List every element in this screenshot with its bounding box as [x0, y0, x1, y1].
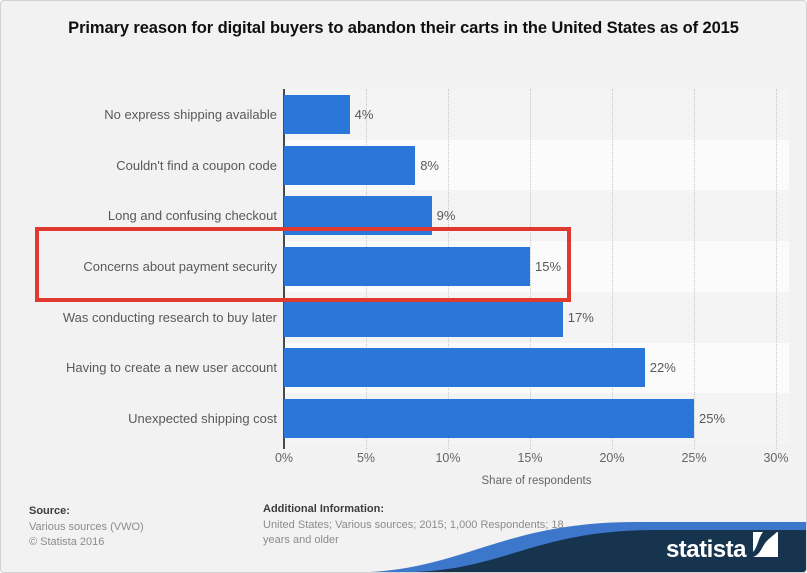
value-label: 17% — [567, 309, 594, 325]
source-label: Source: — [29, 505, 70, 517]
banner-navy-area — [414, 530, 806, 572]
chart-title: Primary reason for digital buyers to aba… — [68, 19, 739, 37]
value-label: 4% — [354, 106, 374, 122]
value-label: 22% — [649, 360, 676, 376]
copyright-line: © Statista 2016 — [29, 536, 105, 548]
bar — [284, 348, 645, 388]
source-line: Various sources (VWO) — [29, 520, 144, 533]
bar — [284, 145, 416, 185]
x-tick-label: 15% — [517, 451, 543, 465]
category-label: Unexpected shipping cost — [128, 411, 277, 427]
category-label: Having to create a new user account — [65, 360, 277, 376]
bar — [284, 247, 530, 286]
bar — [284, 94, 350, 134]
additional-info-text: United States; Various sources; 2015; 1,… — [263, 518, 564, 547]
category-label: Was conducting research to buy later — [62, 309, 277, 325]
statista-logo-icon — [753, 532, 778, 557]
additional-info-block: Additional Information: United States; V… — [263, 502, 593, 549]
value-label: 9% — [436, 208, 456, 224]
bar — [284, 297, 563, 337]
x-tick-label: 30% — [763, 451, 789, 465]
x-tick-label: 25% — [681, 451, 707, 465]
additional-info-label: Additional Information: — [263, 503, 384, 515]
value-label: 15% — [535, 258, 562, 274]
category-label: Concerns about payment security — [83, 258, 277, 274]
x-tick-label: 10% — [435, 451, 461, 465]
grid-line — [776, 89, 777, 449]
row-band — [284, 89, 789, 140]
grid-line — [530, 89, 531, 449]
grid-line — [612, 89, 613, 449]
x-tick-label: 20% — [599, 451, 625, 465]
category-label: Couldn't find a coupon code — [116, 157, 277, 173]
y-axis-line — [283, 89, 285, 449]
statista-banner: statista — [370, 522, 806, 572]
value-label: 25% — [699, 411, 726, 427]
value-label: 8% — [420, 157, 439, 173]
x-tick-label: 5% — [356, 451, 376, 465]
source-block: Source: Various sources (VWO) © Statista… — [29, 504, 229, 551]
highlight-rectangle — [35, 227, 571, 302]
category-label: No express shipping available — [104, 106, 277, 122]
grid-line — [694, 89, 695, 449]
x-axis-title: Share of respondents — [481, 475, 592, 487]
bar — [284, 399, 694, 439]
statista-logo-text: statista — [666, 536, 747, 563]
category-label: Long and confusing checkout — [107, 208, 277, 224]
x-tick-label: 0% — [274, 451, 294, 465]
